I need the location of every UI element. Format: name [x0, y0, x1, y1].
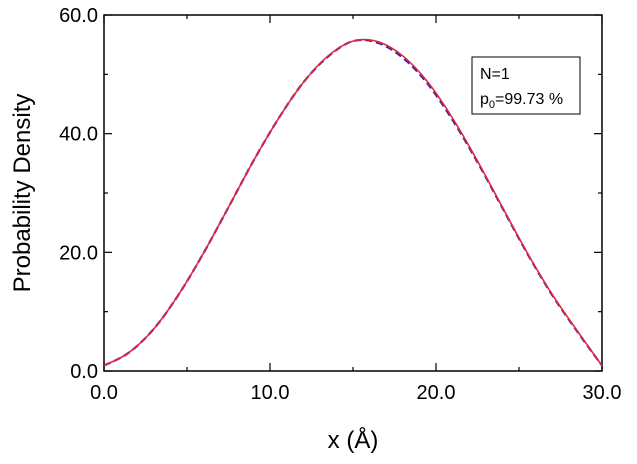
x-axis-title: x (Å)	[328, 426, 379, 454]
legend-frame	[471, 56, 581, 115]
legend-p-subscript: 0	[489, 99, 495, 111]
axis-ticks	[103, 14, 603, 372]
tick-labels: 0.0 10.0 20.0 30.0 0.0 20.0 40.0 60.0	[59, 5, 621, 404]
y-tick-label: 60.0	[59, 5, 98, 27]
series-lines	[103, 38, 603, 367]
y-tick-label: 40.0	[59, 124, 98, 146]
y-axis-title: Probability Density	[9, 94, 36, 293]
x-tick-label: 30.0	[583, 382, 622, 404]
y-tick-label: 0.0	[70, 361, 98, 383]
x-tick-label: 0.0	[90, 382, 118, 404]
series-line-solid	[103, 38, 603, 367]
x-tick-label: 10.0	[251, 382, 290, 404]
legend-p-value: =99.73 %	[495, 91, 563, 108]
legend-line-p0: p0=99.73 %	[480, 91, 563, 111]
x-tick-label: 20.0	[417, 382, 456, 404]
legend-line-n: N=1	[480, 66, 510, 83]
legend-p-prefix: p	[480, 91, 489, 108]
y-tick-label: 20.0	[59, 242, 98, 264]
legend-box: N=1 p0=99.73 %	[471, 56, 581, 115]
